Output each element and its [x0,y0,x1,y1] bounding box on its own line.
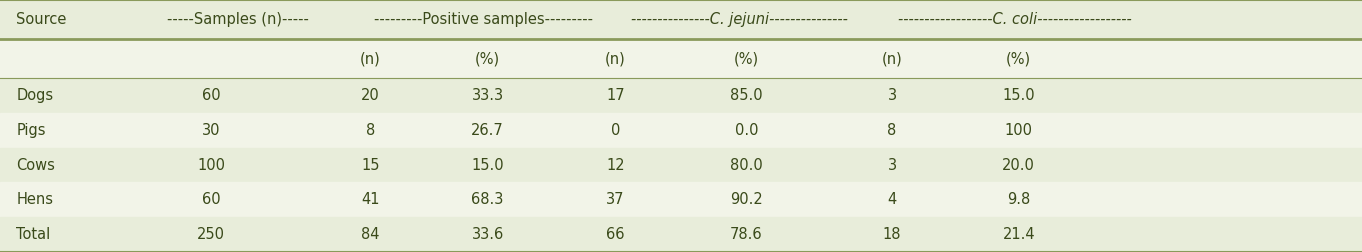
Text: 20.0: 20.0 [1002,158,1035,173]
Text: 78.6: 78.6 [730,227,763,242]
Text: 60: 60 [202,192,221,207]
Text: Total: Total [16,227,50,242]
Text: -----Samples (n)-----: -----Samples (n)----- [168,12,309,27]
Text: Source: Source [16,12,67,27]
Text: 0.0: 0.0 [734,123,759,138]
Text: 18: 18 [883,227,902,242]
Bar [0,217,1362,252]
Text: ---------------C. jejuni---------------: ---------------C. jejuni--------------- [631,12,849,27]
Text: 60: 60 [202,88,221,103]
Bar [0,182,1362,217]
Text: 17: 17 [606,88,625,103]
Bar [0,39,1362,78]
Text: (n): (n) [881,51,903,66]
Text: 8: 8 [366,123,375,138]
Text: Pigs: Pigs [16,123,46,138]
Text: Cows: Cows [16,158,56,173]
Bar [0,113,1362,148]
Text: 68.3: 68.3 [471,192,504,207]
Text: 84: 84 [361,227,380,242]
Text: (n): (n) [360,51,381,66]
Text: 250: 250 [197,227,225,242]
Text: 90.2: 90.2 [730,192,763,207]
Text: 41: 41 [361,192,380,207]
Text: 20: 20 [361,88,380,103]
Text: 37: 37 [606,192,625,207]
Text: (n): (n) [605,51,627,66]
Bar [0,148,1362,182]
Bar [0,78,1362,113]
Text: 12: 12 [606,158,625,173]
Text: 66: 66 [606,227,625,242]
Text: 33.3: 33.3 [471,88,504,103]
Text: (%): (%) [1007,51,1031,66]
Text: 33.6: 33.6 [471,227,504,242]
Text: 100: 100 [197,158,225,173]
Text: 8: 8 [888,123,896,138]
Text: 80.0: 80.0 [730,158,763,173]
Text: 0: 0 [612,123,620,138]
Text: (%): (%) [734,51,759,66]
Text: 100: 100 [1005,123,1032,138]
Text: Hens: Hens [16,192,53,207]
Text: Dogs: Dogs [16,88,53,103]
Text: 15: 15 [361,158,380,173]
Bar [0,0,1362,39]
Text: 30: 30 [202,123,221,138]
Text: 21.4: 21.4 [1002,227,1035,242]
Text: ------------------C. coli------------------: ------------------C. coli---------------… [898,12,1132,27]
Text: 15.0: 15.0 [1002,88,1035,103]
Text: (%): (%) [475,51,500,66]
Text: 3: 3 [888,158,896,173]
Text: 4: 4 [888,192,896,207]
Text: ---------Positive samples---------: ---------Positive samples--------- [375,12,592,27]
Text: 26.7: 26.7 [471,123,504,138]
Text: 9.8: 9.8 [1007,192,1031,207]
Text: 85.0: 85.0 [730,88,763,103]
Text: 15.0: 15.0 [471,158,504,173]
Text: 3: 3 [888,88,896,103]
